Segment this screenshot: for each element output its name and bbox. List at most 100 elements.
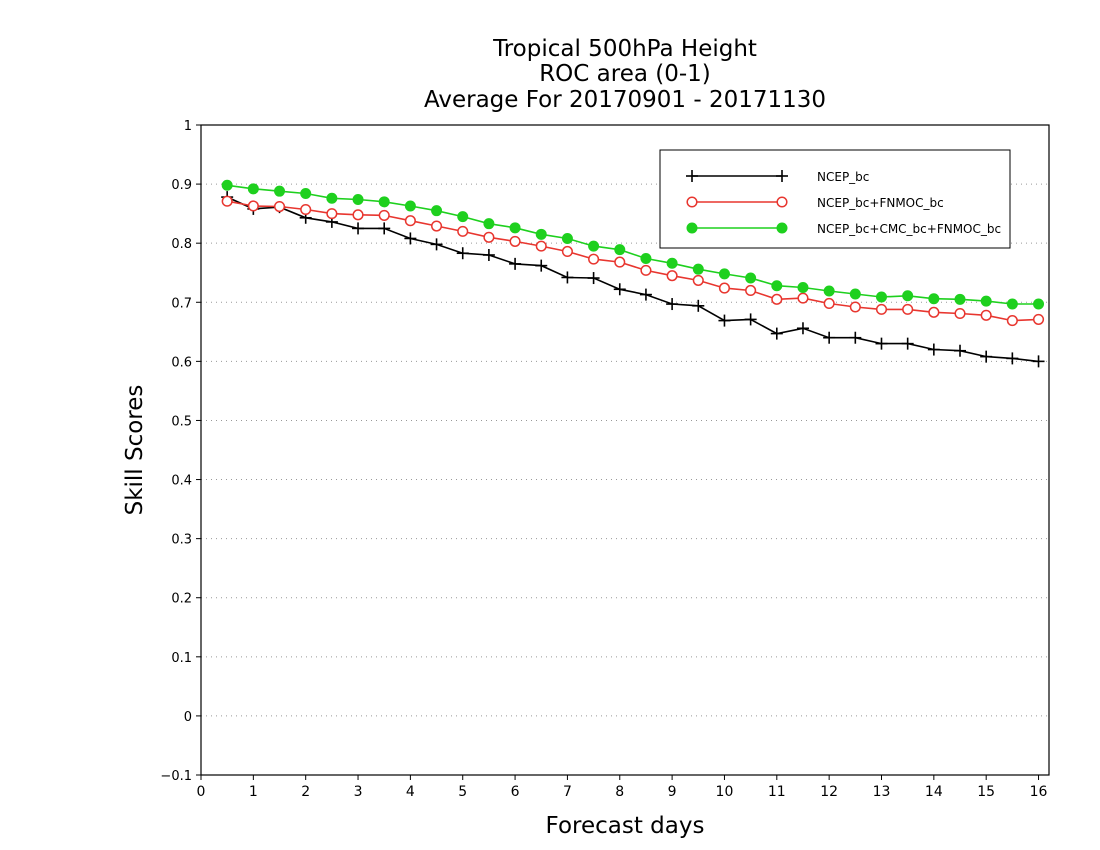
data-point	[614, 256, 626, 268]
data-point	[980, 309, 992, 321]
axes: −0.100.10.20.30.40.50.60.70.80.910 1 2 3 4 5 6…	[160, 119, 1047, 800]
data-point	[640, 253, 652, 265]
y-tick-label: 0.8	[171, 237, 192, 252]
data-point	[902, 290, 914, 302]
data-point	[928, 293, 940, 305]
x-tick-label: 8	[615, 784, 624, 800]
x-tick-label: 2	[301, 784, 310, 800]
x-tick-label: 5	[458, 784, 467, 800]
y-tick-label: 0.7	[171, 296, 192, 311]
data-point	[1006, 298, 1018, 310]
series-3	[221, 179, 1045, 310]
data-point	[456, 247, 469, 260]
data-point	[561, 232, 573, 244]
data-point	[535, 228, 547, 240]
legend-marker-end	[776, 170, 788, 182]
data-point	[954, 344, 967, 357]
data-point	[561, 271, 574, 284]
data-point	[744, 313, 757, 326]
y-tick-label: −0.1	[160, 769, 192, 784]
data-point	[1032, 313, 1045, 325]
data-point	[823, 285, 835, 297]
data-point	[902, 303, 914, 315]
data-point	[483, 231, 495, 243]
data-point	[927, 343, 940, 356]
data-point	[797, 292, 809, 304]
data-series	[221, 179, 1045, 368]
legend-label: NCEP_bc+FNMOC_bc	[817, 196, 944, 210]
data-point	[431, 220, 443, 232]
data-point	[614, 244, 626, 256]
data-point	[1032, 355, 1045, 368]
data-point	[954, 307, 966, 320]
data-point	[771, 293, 783, 305]
y-tick-label: 1	[184, 119, 192, 134]
data-point	[797, 282, 809, 293]
x-tick-label: 3	[354, 784, 363, 800]
data-point	[770, 327, 783, 340]
data-point	[875, 291, 887, 303]
data-point	[326, 208, 338, 220]
legend-label: NCEP_bc+CMC_bc+FNMOC_bc	[817, 222, 1001, 236]
data-point	[457, 211, 469, 223]
data-point	[980, 295, 992, 307]
data-point	[352, 222, 365, 235]
data-point	[849, 288, 861, 300]
x-tick-label: 12	[820, 784, 838, 800]
data-point	[849, 331, 862, 344]
data-point	[588, 253, 600, 265]
legend-marker-end	[776, 222, 788, 234]
data-point	[404, 215, 416, 227]
data-point	[718, 282, 731, 294]
legend-entry-1: NCEP_bc	[686, 170, 869, 184]
x-tick-label: 13	[873, 784, 891, 800]
data-point	[483, 218, 495, 230]
data-point	[300, 203, 312, 216]
data-point	[666, 270, 678, 282]
x-axis-label: Forecast days	[546, 813, 705, 839]
data-point	[875, 303, 888, 315]
y-axis-label: Skill Scores	[122, 385, 148, 516]
chart-title-line-2: ROC area (0-1)	[539, 61, 711, 87]
data-point	[745, 272, 757, 284]
data-point	[482, 249, 495, 261]
x-tick-label: 15	[977, 784, 995, 800]
data-point	[613, 283, 626, 296]
y-tick-label: 0.3	[171, 533, 192, 548]
data-point	[796, 322, 809, 335]
data-point	[509, 222, 521, 234]
data-point	[666, 298, 679, 311]
data-point	[352, 209, 364, 221]
data-point	[404, 200, 416, 212]
y-tick-label: 0.5	[171, 414, 192, 429]
data-point	[247, 200, 259, 212]
legend: NCEP_bc NCEP_bc+FNMOC_bc NCEP_bc+CMC_bc+FN…	[659, 149, 1011, 249]
data-point	[823, 331, 836, 344]
data-point	[639, 288, 652, 301]
data-point	[745, 284, 757, 297]
data-point	[1006, 352, 1019, 365]
data-point	[587, 272, 600, 285]
x-tick-label: 4	[406, 784, 415, 800]
legend-entry-2: NCEP_bc+FNMOC_bc	[686, 196, 944, 210]
legend-label: NCEP_bc	[817, 170, 869, 184]
data-point	[352, 193, 364, 205]
data-point	[901, 337, 914, 350]
data-point	[221, 179, 233, 191]
y-tick-label: 0.2	[171, 592, 192, 607]
data-point	[666, 257, 678, 269]
data-point	[378, 209, 390, 221]
data-point	[692, 274, 704, 286]
x-tick-label: 9	[668, 784, 677, 800]
data-point	[378, 196, 390, 208]
legend-marker-start	[686, 222, 698, 234]
y-tick-label: 0	[184, 710, 192, 725]
y-tick-label: 0.4	[171, 474, 192, 489]
data-point	[1033, 298, 1045, 310]
data-point	[692, 299, 705, 312]
data-point	[928, 306, 940, 318]
x-tick-label: 0	[197, 784, 206, 800]
data-point	[640, 264, 652, 276]
x-tick-label: 14	[925, 784, 943, 800]
